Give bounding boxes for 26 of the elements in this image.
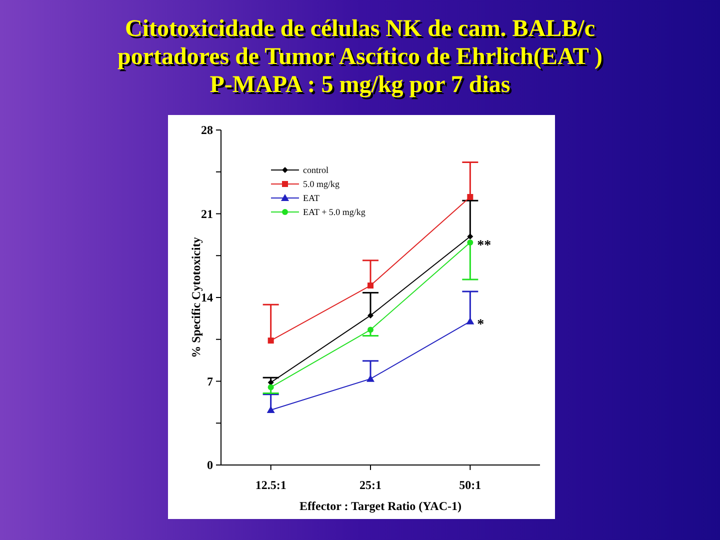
point xyxy=(466,317,474,324)
y-tick-label: 28 xyxy=(201,123,213,138)
legend-label: EAT + 5.0 mg/kg xyxy=(303,207,366,218)
point xyxy=(268,338,274,344)
point xyxy=(366,374,374,382)
point xyxy=(268,384,274,390)
point xyxy=(266,406,275,413)
y-tick-label: 14 xyxy=(201,290,213,305)
y-axis-title: % Specific Cytotoxicity xyxy=(189,237,203,358)
y-tick-label: 0 xyxy=(207,458,213,472)
x-tick-label: 25:1 xyxy=(360,478,382,492)
chart-title: Citotoxicidade de células NK de cam. BALB/c portadores de Tumor Ascítico de Ehrlich(EAT ) P-MAPA : 5 mg/kg por 7 dias xyxy=(118,16,602,98)
point xyxy=(368,282,374,289)
x-tick-label: 12.5:1 xyxy=(255,478,286,492)
x-tick-label: 50:1 xyxy=(459,478,482,492)
y-tick-label: 21 xyxy=(201,206,213,221)
point xyxy=(467,194,474,200)
x-axis-title: Effector : Target Ratio (YAC-1) xyxy=(300,499,462,513)
legend-label: control xyxy=(303,165,329,176)
point xyxy=(467,239,474,246)
legend-label: 5.0 mg/kg xyxy=(303,179,340,190)
legend-label: EAT xyxy=(303,193,320,204)
annotation: * xyxy=(477,317,484,332)
point xyxy=(368,326,374,333)
annotation: ** xyxy=(477,238,492,254)
y-tick-label: 7 xyxy=(207,374,213,388)
